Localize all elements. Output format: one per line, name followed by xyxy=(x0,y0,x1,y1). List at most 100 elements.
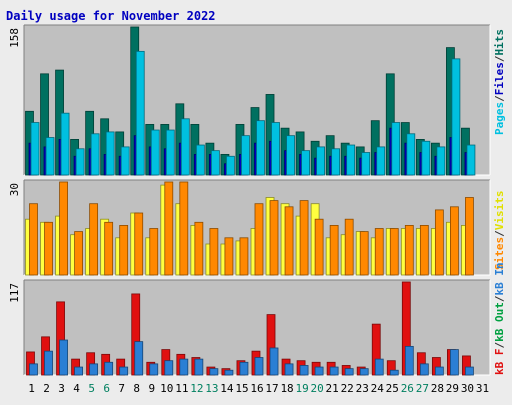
bar-pages xyxy=(165,129,175,176)
bar-pages xyxy=(75,148,85,176)
x-tick-label: 27 xyxy=(416,382,429,395)
bar-kb-in xyxy=(224,369,234,376)
bar-sites xyxy=(404,224,414,276)
x-tick-label: 24 xyxy=(371,382,385,395)
bar-kb-in xyxy=(359,368,369,376)
bar-pages xyxy=(241,135,250,176)
x-tick-label: 15 xyxy=(235,382,248,395)
bar-kb-in xyxy=(29,363,38,376)
bar-sites xyxy=(269,200,279,276)
bar-kb-in xyxy=(239,361,249,376)
chart-panels: 158 30 117 xyxy=(8,24,491,376)
x-tick-label: 26 xyxy=(401,382,414,395)
bar-sites xyxy=(29,203,38,276)
bar-sites xyxy=(164,181,174,276)
bar-kb-in xyxy=(179,358,189,376)
bar-kb-in xyxy=(119,366,129,376)
legend-entry: / xyxy=(493,95,506,102)
bar-sites xyxy=(59,181,68,276)
legend-entry: kB Out xyxy=(493,302,506,342)
bar-pages xyxy=(105,131,115,176)
legend-entry: / xyxy=(493,295,506,302)
x-tick-label: 19 xyxy=(295,382,308,395)
bar-pages xyxy=(331,148,341,176)
bar-pages xyxy=(316,146,326,176)
x-axis-day-labels: 1 2 3 4 5 6 7 8 9 10 11 12 13 14 15 16 17 18 19 20 21 22 23 24 2… xyxy=(28,382,489,395)
bar-sites xyxy=(104,221,114,276)
bar-sites xyxy=(89,203,99,276)
bar-sites xyxy=(209,228,219,276)
bar-pages xyxy=(391,122,401,176)
legend-entry: Sites xyxy=(493,237,506,270)
bar-pages xyxy=(361,152,371,176)
legend-text: kB F/kB Out/kB In xyxy=(493,262,506,375)
chart-title: Daily usage for November 2022 xyxy=(6,9,216,23)
bar-sites xyxy=(359,231,369,276)
x-tick-label: 13 xyxy=(205,382,218,395)
x-tick-label: 11 xyxy=(175,382,188,395)
bar-kb-in xyxy=(299,365,309,376)
bar-kb-in xyxy=(164,360,174,376)
x-tick-label: 12 xyxy=(190,382,203,395)
legend-kb: kB F/kB Out/kB In xyxy=(493,262,506,375)
x-tick-label: 28 xyxy=(431,382,444,395)
x-tick-label: 23 xyxy=(356,382,369,395)
bar-pages xyxy=(466,144,476,176)
bar-sites xyxy=(179,181,189,276)
bar-pages xyxy=(406,133,416,176)
x-tick-label: 29 xyxy=(446,382,459,395)
x-tick-label: 9 xyxy=(148,382,155,395)
legend-entry: / xyxy=(493,230,506,237)
bar-pages xyxy=(301,150,310,176)
bar-kb-in xyxy=(74,366,83,376)
bar-sites xyxy=(149,228,159,276)
x-tick-label: 5 xyxy=(88,382,95,395)
bar-sites xyxy=(389,228,399,276)
x-tick-label: 3 xyxy=(58,382,65,395)
bar-pages xyxy=(150,129,160,176)
bar-sites xyxy=(74,231,83,276)
y-max-label: 158 xyxy=(8,28,21,48)
bar-kb-in xyxy=(89,363,99,376)
bar-pages xyxy=(436,146,446,176)
bar-sites xyxy=(374,228,384,276)
bar-sites xyxy=(44,221,53,276)
x-tick-label: 10 xyxy=(160,382,173,395)
bar-kb-in xyxy=(44,350,53,376)
bar-kb-in xyxy=(404,345,414,376)
bar-pages xyxy=(210,150,220,176)
bar-kb-in xyxy=(389,369,399,376)
bar-pages xyxy=(90,133,100,176)
panel-visits_sites: 30 xyxy=(8,179,491,276)
legend-text: Pages/Files/Hits xyxy=(493,29,506,135)
bar-kb-in xyxy=(194,358,204,376)
bar-kb-in xyxy=(314,366,324,376)
bar-pages xyxy=(226,155,235,176)
bar-sites xyxy=(465,197,474,276)
x-tick-label: 20 xyxy=(311,382,324,395)
x-tick-label: 14 xyxy=(220,382,234,395)
legend-pages-files-hits: Pages/Files/Hits xyxy=(493,29,506,135)
bar-pages xyxy=(256,120,265,176)
x-tick-label: 8 xyxy=(133,382,140,395)
legend-entry: / xyxy=(493,342,506,349)
bar-pages xyxy=(421,140,431,176)
bar-kb-in xyxy=(59,339,68,376)
legend-entry: Hits xyxy=(493,29,506,56)
bar-sites xyxy=(450,206,459,276)
bar-kb-in xyxy=(134,341,144,376)
bar-kb-in xyxy=(329,366,339,376)
bar-pages xyxy=(286,135,295,176)
legend-entry: kB In xyxy=(493,262,506,295)
bar-pages xyxy=(60,112,70,176)
bar-kb-in xyxy=(344,368,354,376)
bar-sites xyxy=(254,203,264,276)
x-tick-label: 6 xyxy=(103,382,110,395)
bar-pages xyxy=(120,146,130,176)
x-tick-label: 16 xyxy=(250,382,263,395)
bar-pages xyxy=(30,122,40,176)
y-max-label: 30 xyxy=(8,183,21,196)
x-tick-label: 18 xyxy=(280,382,293,395)
